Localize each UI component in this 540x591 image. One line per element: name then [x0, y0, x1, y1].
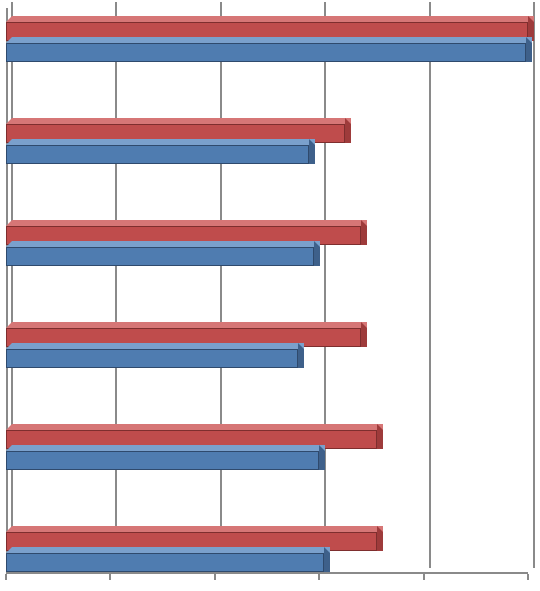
x-tick — [527, 574, 529, 580]
x-tick — [318, 574, 320, 580]
x-tick — [5, 574, 7, 580]
bar-group — [6, 124, 534, 164]
gridline — [429, 2, 431, 568]
bar-blue — [6, 145, 309, 164]
gridline — [11, 2, 13, 568]
bar-group — [6, 430, 534, 470]
gridline — [533, 2, 535, 568]
bar-group — [6, 226, 534, 266]
horizontal-bar-chart — [0, 0, 540, 591]
x-tick — [423, 574, 425, 580]
gridline — [220, 2, 222, 568]
bar-blue — [6, 247, 314, 266]
bar-blue — [6, 43, 526, 62]
bar-blue — [6, 349, 298, 368]
bar-group — [6, 532, 534, 572]
gridline — [115, 2, 117, 568]
bar-group — [6, 22, 534, 62]
x-tick — [214, 574, 216, 580]
gridline — [324, 2, 326, 568]
x-tick — [109, 574, 111, 580]
y-axis — [6, 8, 8, 574]
bar-blue — [6, 451, 319, 470]
bar-blue — [6, 553, 324, 572]
plot-area — [6, 2, 534, 574]
x-axis — [6, 572, 528, 574]
bar-group — [6, 328, 534, 368]
